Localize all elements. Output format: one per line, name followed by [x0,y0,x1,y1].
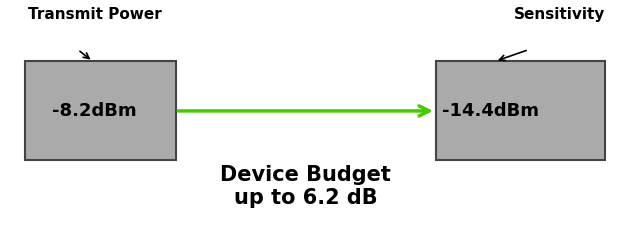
Bar [25,61,176,160]
Text: Sensitivity: Sensitivity [514,7,605,22]
Text: Device Budget
up to 6.2 dB: Device Budget up to 6.2 dB [220,165,391,208]
Text: -14.4dBm: -14.4dBm [442,102,539,120]
Bar [436,61,605,160]
Text: Transmit Power: Transmit Power [28,7,162,22]
Text: -8.2dBm: -8.2dBm [52,102,136,120]
